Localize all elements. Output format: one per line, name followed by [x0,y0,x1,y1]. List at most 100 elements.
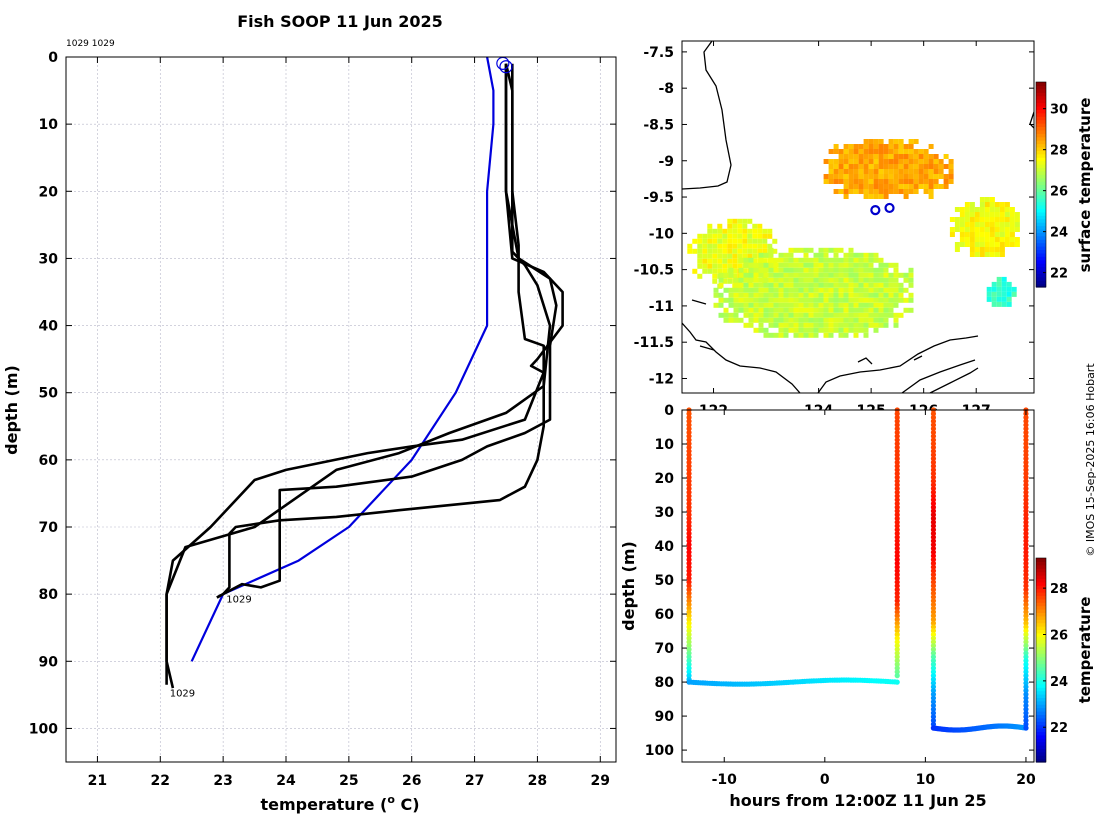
sst-pixel [748,282,754,288]
sst-pixel [728,302,734,308]
section-point [930,605,937,611]
section-point [894,568,900,574]
sst-pixel [996,291,1002,297]
sst-pixel [858,149,864,154]
section-point [930,650,937,656]
sst-pixel [778,307,784,313]
sst-pixel [783,317,789,323]
sst-pixel [758,302,764,308]
sst-pixel [863,154,869,159]
sst-pixel [928,174,934,179]
sst-pixel [763,297,769,303]
sst-pixel [969,252,975,257]
sst-pixel [743,307,749,313]
section-point [1023,706,1029,712]
sst-pixel [853,312,859,318]
section-point [894,426,900,432]
section-point [1023,684,1029,690]
section-y-tick-label: 0 [664,403,674,419]
section-point [894,489,900,495]
sst-pixel [853,169,859,174]
sst-pixel [893,267,899,273]
sst-pixel [762,228,768,234]
y-tick-label: 40 [39,319,59,335]
sst-pixel [793,302,799,308]
surface-markers [496,56,513,74]
sst-pixel [697,248,703,254]
station-marker [870,205,881,216]
section-point [1023,665,1029,671]
sst-pixel [758,292,764,298]
section-point [894,441,900,447]
section-point [686,643,692,649]
section-point [686,613,692,619]
sst-pixel [868,149,874,154]
section-axes-frame [681,409,1035,763]
sst-pixel [878,262,884,268]
sst-pixel [943,184,949,189]
sst-pixel [738,292,744,298]
sst-pixel [763,252,769,258]
sst-pixel [747,243,753,249]
sst-pixel [863,322,869,328]
sst-pixel [913,164,919,169]
colorbar-segment [1036,571,1046,576]
sst-pixel [748,317,754,323]
sst-pixel [908,149,914,154]
sst-pixel [873,154,879,159]
sst-pixel [768,332,774,338]
section-point [894,452,900,458]
sst-pixel [828,179,834,184]
sst-pixel [863,297,869,303]
y-tick-label: 10 [39,117,59,133]
colorbar-segment [1036,201,1046,206]
sst-pixel [833,247,839,253]
section-point [1023,523,1029,529]
profiles-ylabel: depth (m) [2,365,21,455]
sst-pixel [768,262,774,268]
colorbar-segment [1036,558,1046,562]
sst-pixel [853,307,859,313]
section-point [1023,508,1029,514]
sst-pixel [943,164,949,169]
sst-pixel [808,317,814,323]
sst-pixel [999,222,1005,227]
sst-pixel [737,248,743,254]
sst-pixel [823,332,829,338]
sst-pixel [828,322,834,328]
section-point [930,706,937,712]
y-tick-label: 100 [29,721,58,737]
colorbar-segment [1036,721,1046,726]
section-point [1023,616,1029,623]
sst-pixel [813,297,819,303]
sst-pixel [883,317,889,323]
section-point [1023,452,1029,458]
sst-pixel [697,258,703,264]
section-point [1023,605,1029,611]
sst-pixel [763,287,769,293]
sst-pixel [813,287,819,293]
sst-pixel [843,277,849,283]
sst-pixel [732,273,738,279]
sst-pixel [923,189,929,194]
colorbar-segment [1036,588,1046,593]
sst-pixel [996,281,1002,287]
colorbar-segment [1036,170,1046,175]
colorbar-segment [1036,745,1046,749]
sst-pixel [984,212,990,217]
sst-pixel [888,144,894,149]
map-y-tick-label: -9.5 [643,190,674,206]
section-point [686,497,692,503]
sst-pixel [803,247,809,253]
section-point [894,527,900,533]
sst-pixel [903,154,909,159]
section-point [1023,504,1029,510]
sst-pixel [863,302,869,308]
section-point [930,426,937,432]
sst-pixel [883,302,889,308]
section-point [930,624,937,630]
sst-pixel [828,312,834,318]
sst-pixel [954,242,960,247]
sst-pixel [994,232,1000,237]
